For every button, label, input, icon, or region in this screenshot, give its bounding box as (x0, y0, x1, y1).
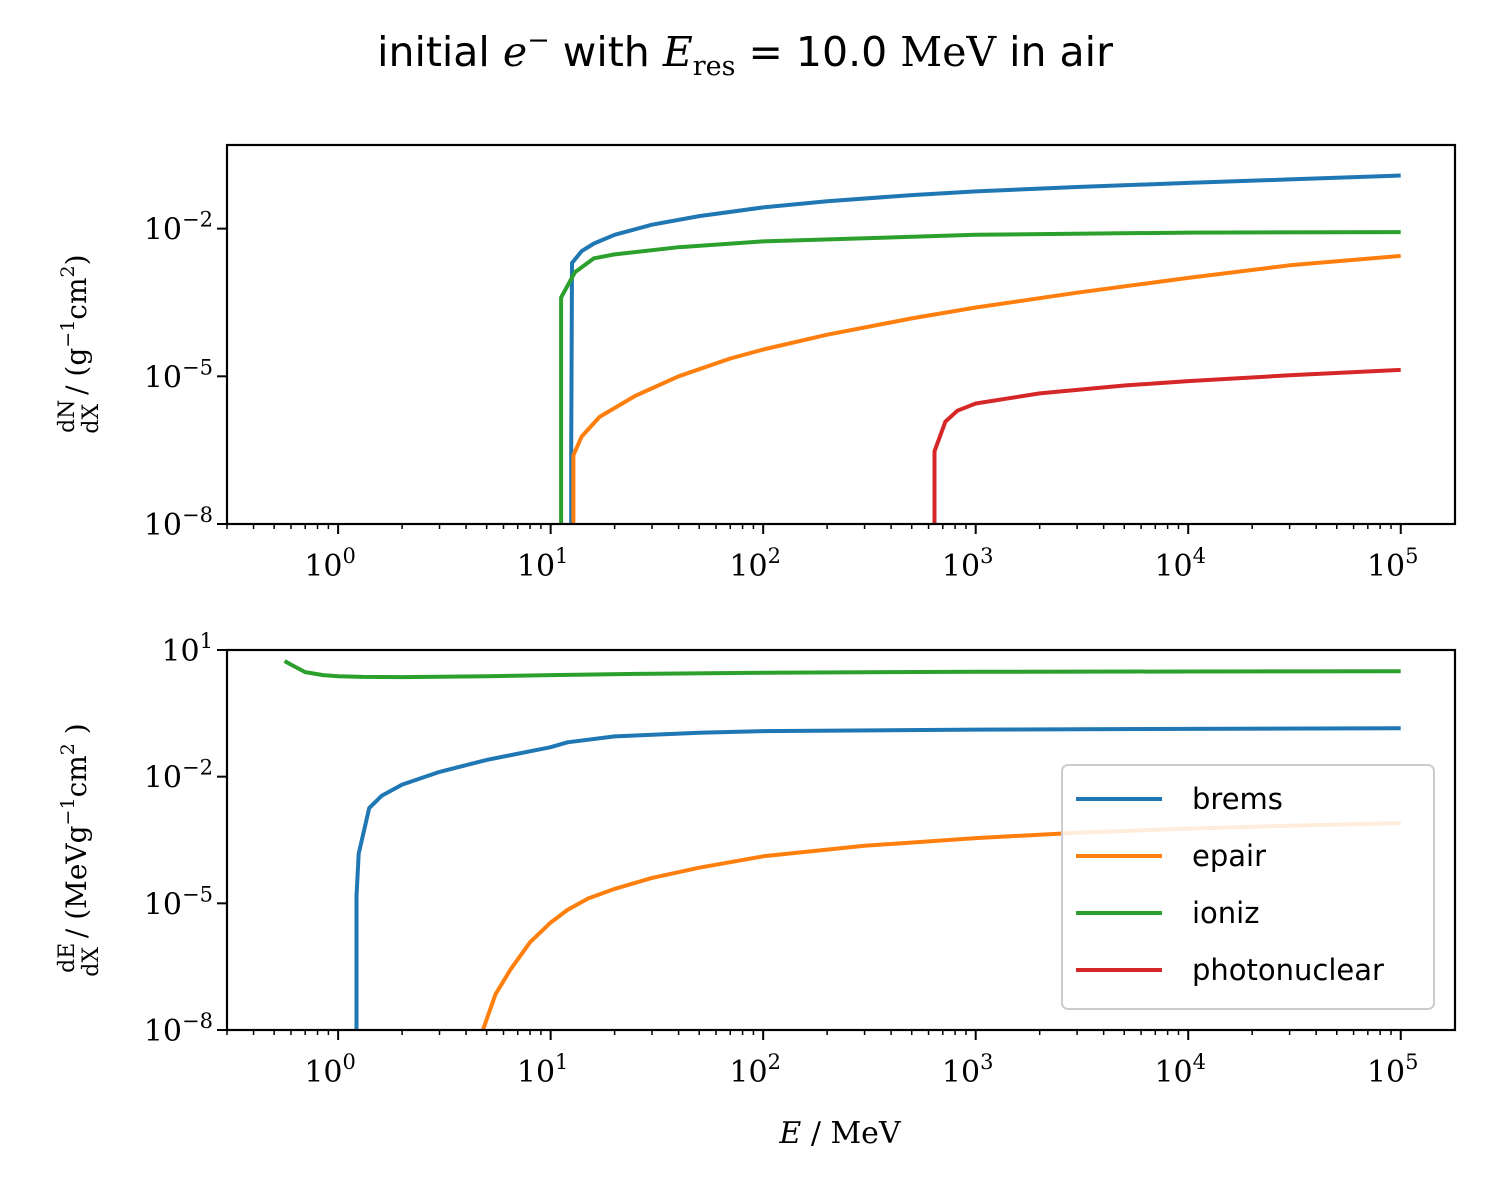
legend-entry-brems: brems (1076, 782, 1283, 816)
top-ylabel-unit-exp1: −1 (57, 320, 79, 348)
legend-label-brems: brems (1192, 782, 1283, 816)
title-prefix: initial (377, 28, 503, 76)
title-unit: MeV (900, 28, 997, 76)
bottom-series-ioniz (283, 659, 1401, 680)
top-series-photonuclear (932, 367, 1401, 524)
legend-box (1061, 764, 1435, 1010)
top-series-ioniz (559, 230, 1401, 524)
bottom-xtick-label: 104 (1154, 1050, 1206, 1090)
bottom-xtick-label: 105 (1367, 1050, 1419, 1090)
title-particle-sup: − (527, 25, 550, 56)
bottom-ylabel-unit-close: ) (60, 723, 93, 743)
bottom-ytick-label: 10−2 (144, 756, 213, 796)
title-var: E (662, 28, 693, 76)
legend-entry-photonuclear: photonuclear (1076, 953, 1384, 987)
bottom-ylabel-unit-open: / (MeVg (60, 825, 93, 947)
top-ytick-label: 10−2 (144, 208, 213, 248)
top-series-brems (569, 173, 1401, 524)
top-ylabel-unit-close: ) (60, 254, 93, 265)
legend-label-epair: epair (1192, 839, 1266, 873)
top-ylabel-unit-open: / (g (60, 348, 93, 404)
top-xtick-label: 104 (1154, 544, 1206, 584)
top-xtick-label: 105 (1367, 544, 1419, 584)
bottom-ytick-label: 10−5 (144, 882, 213, 922)
bottom-axes-frame (225, 648, 1457, 1032)
bottom-series-brems (354, 726, 1401, 1030)
top-xtick-label: 100 (304, 544, 356, 584)
title-suffix: in air (996, 28, 1113, 76)
top-ylabel-frac-num: dN (55, 400, 80, 433)
top-ylabel-frac-den: dX (79, 403, 104, 433)
bottom-ylabel-frac-num: dE (55, 943, 80, 973)
bottom-ytick-label: 101 (161, 629, 213, 669)
top-ytick-label: 10−8 (144, 503, 213, 543)
bottom-xtick-label: 102 (729, 1050, 781, 1090)
bottom-xtick-label: 101 (517, 1050, 569, 1090)
top-axis-ticks: 100 101 102 103 104 105 10−8 10−5 10−2 (144, 208, 1419, 584)
bottom-axis-ticks: 100 101 102 103 104 105 10−8 10−5 10−2 101 (144, 629, 1419, 1090)
bottom-ytick-label: 10−8 (144, 1009, 213, 1049)
figure-title: initial e− with Eres = 10.0 MeV in air (377, 25, 1113, 82)
legend-entry-ioniz: ioniz (1076, 896, 1259, 930)
bottom-ylabel-frac-den: dX (79, 947, 104, 977)
bottom-ylabel: dEdX / (MeVg−1cm2 ) (55, 723, 104, 976)
bottom-xlabel: E / MeV (778, 1116, 902, 1151)
top-ylabel-unit-mid: cm (60, 277, 93, 319)
top-xtick-label: 103 (942, 544, 994, 584)
top-xtick-label: 101 (517, 544, 569, 584)
top-axes-frame (225, 143, 1457, 526)
legend-label-photonuclear: photonuclear (1192, 953, 1384, 987)
top-panel: 100 101 102 103 104 105 10−8 10−5 10−2 dNdX / (g… (55, 143, 1457, 584)
top-xtick-label: 102 (729, 544, 781, 584)
xlabel-unit: MeV (830, 1116, 901, 1151)
legend-entry-epair: epair (1076, 839, 1266, 873)
title-eq: = 10.0 (736, 28, 901, 76)
legend-label-ioniz: ioniz (1192, 896, 1259, 930)
bottom-xtick-label: 100 (304, 1050, 356, 1090)
title-var-sub: res (693, 51, 736, 82)
bottom-ylabel-unit-mid: cm (60, 755, 93, 797)
bottom-panel: 100 101 102 103 104 105 10−8 10−5 10−2 101 dEdX /… (55, 629, 1457, 1151)
xlabel-sep: / (801, 1116, 830, 1151)
legend: brems epair ioniz photonuclear (1061, 764, 1435, 1010)
top-ylabel: dNdX / (g−1cm2) (55, 254, 104, 433)
title-mid: with (550, 28, 663, 76)
bottom-xtick-label: 103 (942, 1050, 994, 1090)
top-ytick-label: 10−5 (144, 355, 213, 395)
title-particle: e (503, 28, 527, 76)
bottom-ylabel-unit-exp2: 2 (57, 743, 79, 755)
xlabel-var: E (778, 1116, 801, 1151)
top-plot-area (559, 173, 1401, 524)
top-series-epair (571, 253, 1401, 524)
bottom-ylabel-unit-exp1: −1 (57, 797, 79, 825)
top-ylabel-unit-exp2: 2 (57, 265, 79, 277)
